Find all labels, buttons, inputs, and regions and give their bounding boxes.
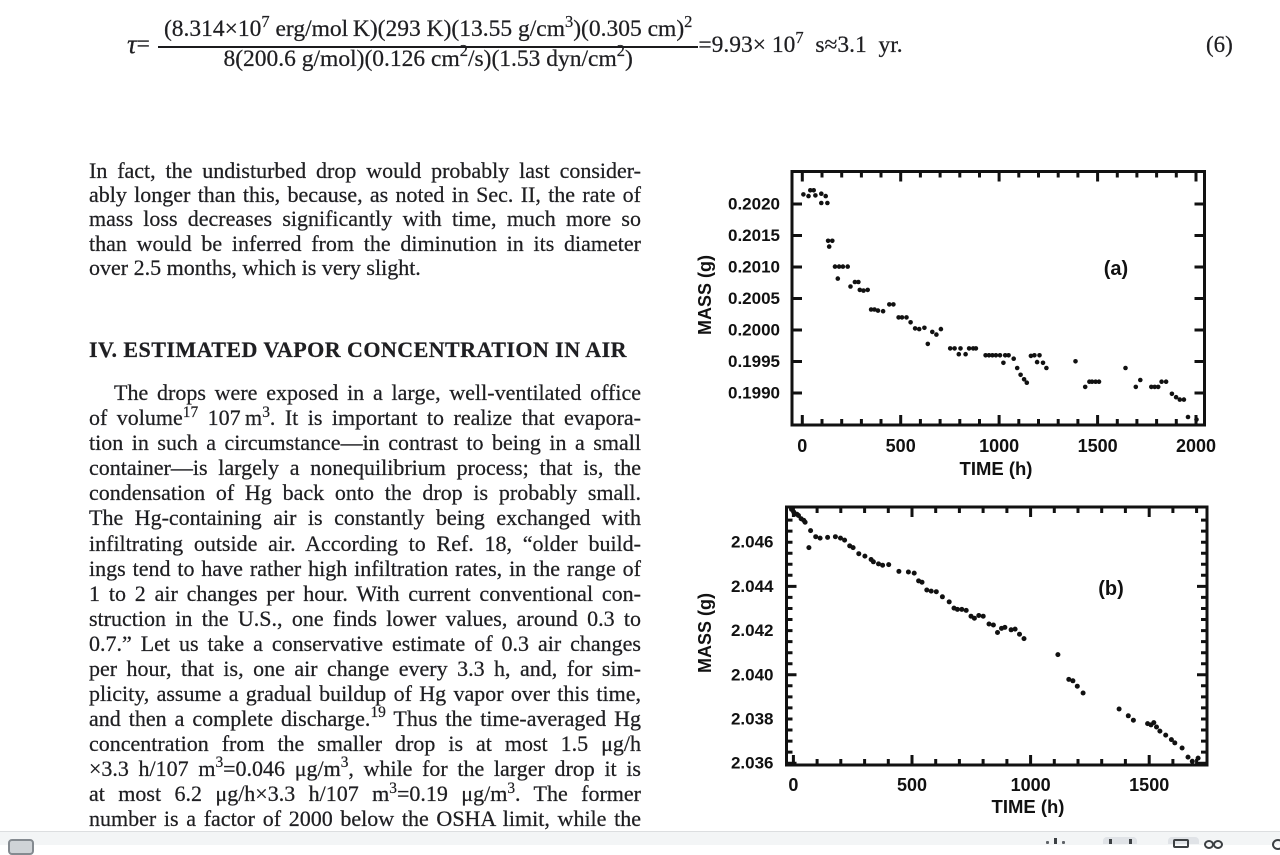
svg-text:(a): (a) bbox=[1104, 258, 1128, 280]
svg-text:2000: 2000 bbox=[1176, 436, 1216, 456]
svg-text:2.044: 2.044 bbox=[731, 577, 774, 596]
svg-text:2.040: 2.040 bbox=[731, 665, 774, 684]
svg-text:MASS (g): MASS (g) bbox=[695, 593, 715, 673]
svg-text:0: 0 bbox=[797, 436, 807, 456]
svg-text:0: 0 bbox=[788, 775, 798, 795]
svg-text:0.2020: 0.2020 bbox=[728, 195, 780, 214]
svg-text:0.1990: 0.1990 bbox=[728, 384, 780, 403]
svg-text:0.2015: 0.2015 bbox=[728, 226, 780, 245]
svg-text:2.038: 2.038 bbox=[731, 710, 774, 729]
svg-text:2.036: 2.036 bbox=[731, 754, 774, 773]
svg-text:1000: 1000 bbox=[979, 436, 1019, 456]
svg-text:0.2010: 0.2010 bbox=[728, 258, 780, 277]
svg-text:1500: 1500 bbox=[1078, 436, 1118, 456]
svg-text:TIME (h): TIME (h) bbox=[992, 796, 1065, 817]
svg-text:1000: 1000 bbox=[1011, 775, 1051, 795]
svg-text:1500: 1500 bbox=[1129, 775, 1169, 795]
svg-text:0.1995: 0.1995 bbox=[728, 352, 780, 371]
svg-text:500: 500 bbox=[897, 775, 927, 795]
svg-text:2.046: 2.046 bbox=[731, 533, 774, 552]
svg-text:(b): (b) bbox=[1098, 578, 1124, 600]
svg-text:0.2000: 0.2000 bbox=[728, 321, 780, 340]
svg-text:2.042: 2.042 bbox=[731, 621, 774, 640]
svg-text:MASS (g): MASS (g) bbox=[695, 255, 715, 335]
svg-text:TIME (h): TIME (h) bbox=[960, 458, 1033, 479]
svg-text:0.2005: 0.2005 bbox=[728, 289, 780, 308]
svg-text:500: 500 bbox=[886, 436, 916, 456]
